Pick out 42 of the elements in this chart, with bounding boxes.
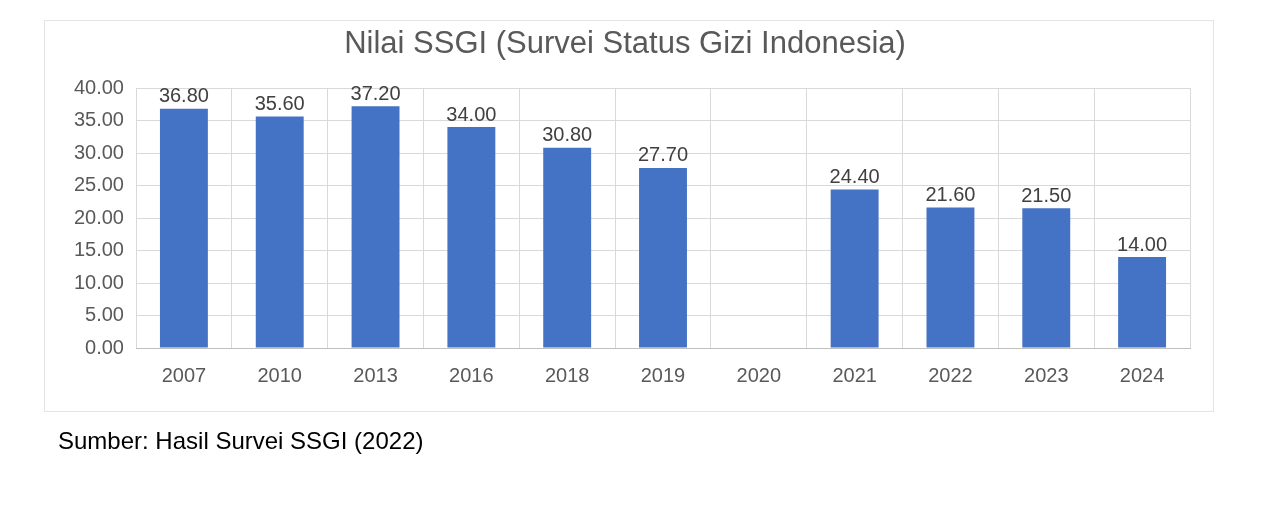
data-label: 30.80 bbox=[542, 123, 593, 146]
bar bbox=[159, 108, 208, 348]
bar bbox=[447, 127, 496, 348]
bar bbox=[543, 147, 592, 348]
data-label: 36.80 bbox=[158, 84, 209, 107]
x-tick-label: 2013 bbox=[353, 363, 398, 386]
text: Sumber: Hasil Survei SSGI (2022) bbox=[58, 426, 424, 454]
y-tick-label: 35.00 bbox=[73, 108, 124, 131]
y-tick-label: 0.00 bbox=[85, 335, 124, 358]
data-label: 37.20 bbox=[350, 81, 401, 104]
data-label: 14.00 bbox=[1117, 232, 1168, 255]
y-tick-label: 40.00 bbox=[73, 75, 124, 98]
y-tick-label: 15.00 bbox=[73, 238, 124, 261]
y-tick-label: 5.00 bbox=[85, 303, 124, 326]
chart-title: Nilai SSGI (Survei Status Gizi Indonesia) bbox=[344, 25, 906, 61]
data-label: 35.60 bbox=[254, 92, 305, 115]
bar bbox=[926, 207, 975, 348]
bar bbox=[255, 116, 304, 348]
x-tick-label: 2019 bbox=[640, 363, 686, 386]
y-tick-label: 25.00 bbox=[73, 173, 124, 196]
x-tick-label: 2007 bbox=[161, 363, 207, 386]
bar bbox=[351, 106, 400, 348]
y-tick-label: 20.00 bbox=[73, 205, 124, 228]
x-tick-label: 2023 bbox=[1024, 363, 1069, 386]
x-tick-label: 2016 bbox=[449, 363, 494, 386]
x-tick-label: 2010 bbox=[257, 363, 302, 386]
x-tick-label: 2024 bbox=[1119, 363, 1165, 386]
x-tick-label: 2021 bbox=[832, 363, 877, 386]
data-label: 34.00 bbox=[446, 102, 497, 125]
x-tick-label: 2022 bbox=[928, 363, 973, 386]
bar bbox=[639, 167, 687, 348]
x-tick-label: 2018 bbox=[544, 363, 590, 386]
data-label: 24.40 bbox=[829, 164, 880, 187]
bar bbox=[1022, 208, 1071, 348]
data-label: 27.70 bbox=[637, 143, 689, 166]
data-label: 21.60 bbox=[925, 183, 976, 206]
y-tick-label: 30.00 bbox=[73, 140, 124, 163]
data-label: 21.50 bbox=[1021, 183, 1072, 206]
bar bbox=[830, 189, 879, 348]
bar bbox=[1118, 257, 1167, 348]
y-tick-label: 10.00 bbox=[73, 270, 124, 293]
x-tick-label: 2020 bbox=[736, 363, 782, 386]
